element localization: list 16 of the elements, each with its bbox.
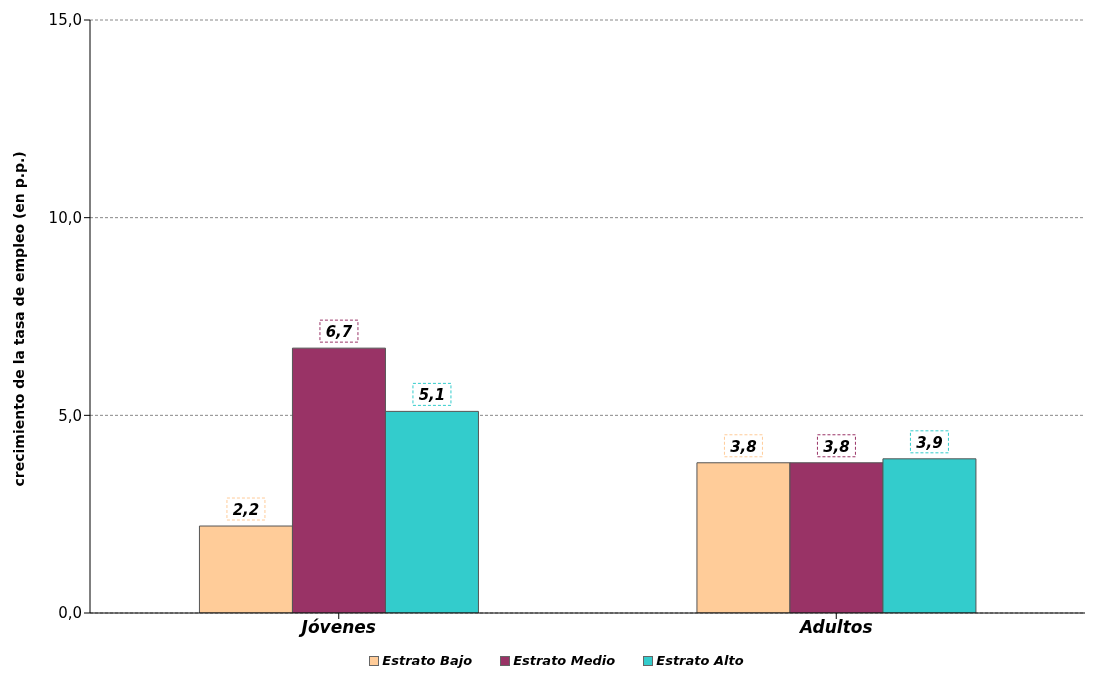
data-label: 3,8 bbox=[823, 437, 850, 456]
x-tick-label: Adultos bbox=[797, 617, 873, 638]
y-axis-title: crecimiento de la tasa de empleo (en p.p.) bbox=[10, 151, 27, 487]
data-label: 6,7 bbox=[325, 323, 353, 342]
legend-label: Estrato Alto bbox=[655, 653, 744, 668]
x-tick-label: Jóvenes bbox=[298, 617, 376, 638]
data-label: 2,2 bbox=[232, 501, 260, 520]
y-tick-label: 10,0 bbox=[48, 208, 82, 227]
y-tick-label: 0,0 bbox=[58, 604, 82, 623]
y-tick-label: 5,0 bbox=[58, 406, 82, 425]
legend-label: Estrato Bajo bbox=[381, 653, 473, 668]
data-label: 3,8 bbox=[730, 437, 757, 456]
data-label: 5,1 bbox=[418, 386, 446, 405]
data-label: 3,9 bbox=[916, 433, 943, 452]
legend-label: Estrato Medio bbox=[512, 653, 616, 668]
y-tick-label: 15,0 bbox=[48, 11, 82, 30]
